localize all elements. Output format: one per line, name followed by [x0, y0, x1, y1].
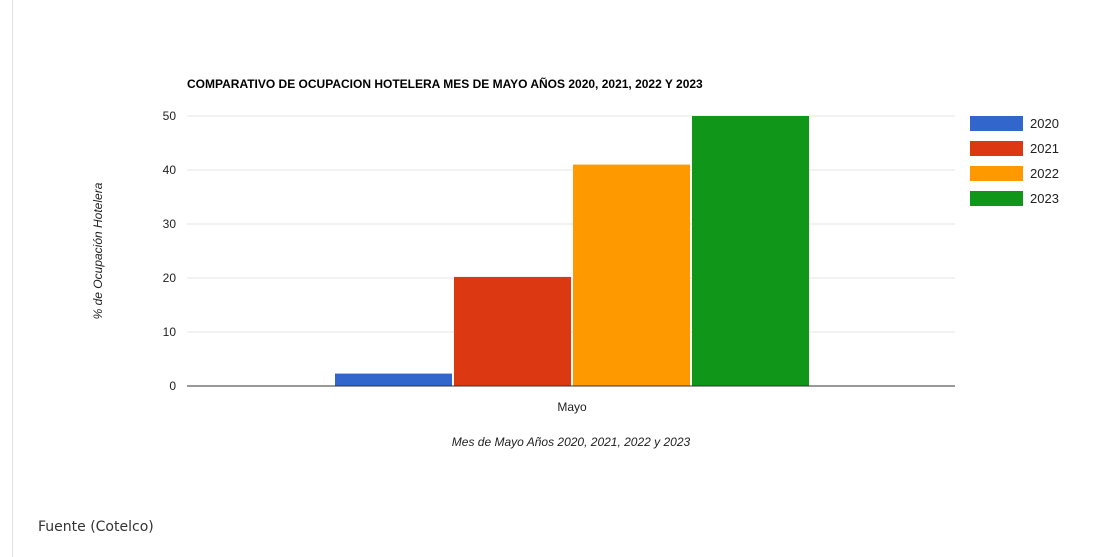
- y-axis-ticks: 0 10 20 30 40 50: [163, 109, 177, 393]
- legend-swatch-2023: [970, 191, 1023, 206]
- y-tick-label: 10: [163, 325, 177, 339]
- legend-label: 2022: [1030, 166, 1059, 181]
- left-divider: [12, 0, 13, 557]
- y-tick-label: 30: [163, 217, 177, 231]
- y-tick-label: 50: [163, 109, 177, 123]
- legend-swatch-2020: [970, 116, 1023, 131]
- source-note: Fuente (Cotelco): [38, 519, 154, 535]
- x-axis-label: Mes de Mayo Años 2020, 2021, 2022 y 2023: [452, 435, 691, 449]
- chart-title: COMPARATIVO DE OCUPACION HOTELERA MES DE…: [187, 76, 703, 91]
- bar-2020: [335, 373, 452, 386]
- bars: [335, 116, 809, 386]
- legend-label: 2023: [1030, 191, 1059, 206]
- y-tick-label: 20: [163, 271, 177, 285]
- y-tick-label: 0: [169, 379, 176, 393]
- y-axis-label: % de Ocupación Hotelera: [91, 182, 105, 319]
- legend-label: 2021: [1030, 141, 1059, 156]
- bar-chart: COMPARATIVO DE OCUPACION HOTELERA MES DE…: [91, 76, 1059, 449]
- legend-swatch-2021: [970, 141, 1023, 156]
- x-tick-label: Mayo: [557, 400, 587, 414]
- bar-2023: [692, 116, 809, 386]
- legend-swatch-2022: [970, 166, 1023, 181]
- legend-label: 2020: [1030, 116, 1059, 131]
- bar-2022: [573, 164, 690, 386]
- y-tick-label: 40: [163, 163, 177, 177]
- bar-2021: [454, 276, 571, 386]
- x-axis-ticks: Mayo: [557, 400, 587, 414]
- legend: 2020 2021 2022 2023: [970, 116, 1059, 206]
